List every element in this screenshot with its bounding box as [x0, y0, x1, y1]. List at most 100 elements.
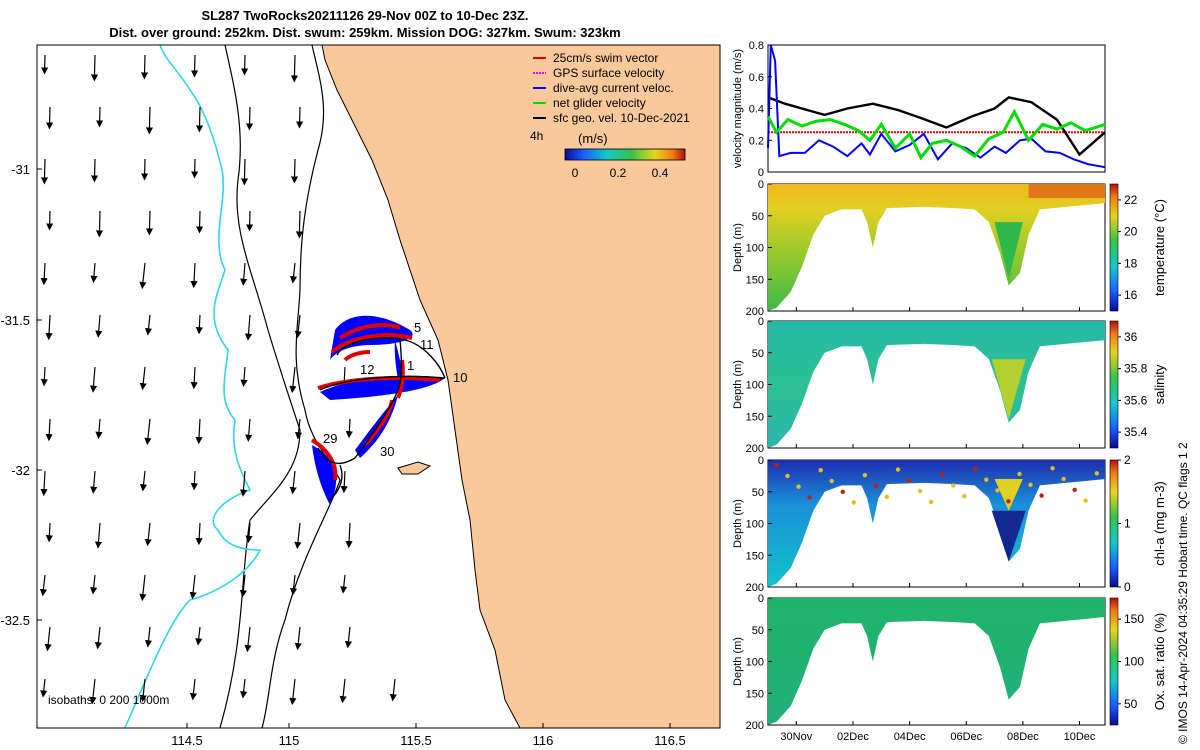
y-tick-label: 50 — [752, 348, 764, 360]
velocity-arrow — [240, 678, 248, 699]
velocity-arrow — [90, 158, 99, 183]
chl-point — [928, 499, 934, 505]
chl-point — [774, 462, 779, 468]
velocity-arrow — [139, 678, 147, 703]
y-tick-label: 150 — [746, 550, 764, 562]
colorbar-tick-label: 22 — [1124, 193, 1138, 207]
chl-point — [1072, 487, 1077, 492]
chl-point — [807, 495, 812, 500]
colorbar-label: Ox. sat. ratio (%) — [1152, 613, 1167, 711]
colorbar-label: chl-a (mg m-3) — [1152, 481, 1167, 566]
velocity-arrow — [90, 574, 98, 595]
velocity-arrow — [295, 210, 304, 239]
y-tick-label: 0.6 — [749, 72, 764, 84]
colorbar-tick-label: 0.2 — [610, 166, 627, 180]
chl-point — [906, 478, 912, 483]
day-label: 1 — [407, 358, 414, 373]
velocity-arrow — [40, 678, 48, 698]
chl-point — [1050, 466, 1055, 471]
legend-entry: 25cm/s swim vector — [553, 51, 658, 65]
y-tick-label: 150 — [746, 688, 764, 700]
y-tick-label: 0 — [758, 179, 764, 191]
imos-credit: © IMOS 14-Apr-2024 04:35:29 Hobart time.… — [1176, 442, 1190, 744]
map-x-tick-label: 114.5 — [171, 733, 203, 748]
y-axis-label: Depth (m) — [732, 360, 744, 409]
x-tick-label: 02Dec — [837, 731, 869, 743]
map-x-tick-label: 116 — [533, 733, 554, 748]
velocity-arrow — [340, 574, 348, 594]
velocity-arrow — [290, 54, 299, 83]
velocity-arrow — [90, 470, 98, 494]
colorbar-label: temperature (°C) — [1152, 199, 1167, 296]
series-line — [767, 44, 1106, 169]
velocity-arrow — [239, 470, 248, 497]
colorbar — [1109, 459, 1119, 588]
heatmap-panel: 0 50 100 150 200 Depth (m) 35.4 35.6 35.8 36 salin… — [732, 316, 1167, 455]
velocity-arrow — [294, 418, 303, 440]
velocity-arrow — [189, 678, 198, 701]
velocity-arrow — [40, 470, 48, 497]
velocity-arrow — [189, 574, 197, 600]
chl-point — [962, 494, 967, 499]
low-chl — [991, 510, 1026, 562]
salty-intrusion — [991, 359, 1026, 420]
y-axis-label: velocity magnitude (m/s) — [732, 49, 744, 168]
chl-point — [951, 483, 956, 488]
chart-title-line2: Dist. over ground: 252km. Dist. swum: 25… — [109, 25, 621, 40]
colorbar-tick-label: 2 — [1124, 453, 1131, 467]
data-envelope — [768, 598, 1105, 725]
chl-point — [1017, 471, 1022, 477]
velocity-arrow — [145, 106, 154, 135]
velocity-arrow — [289, 470, 297, 495]
map-axes: 114.5 115 115.5 116 116.5-31-31.5-32-32.5 — [0, 162, 685, 748]
chl-point — [984, 477, 989, 482]
heatmap-panel: 0 50 100 150 200 Depth (m) 16 18 20 22 temperature… — [732, 179, 1167, 318]
velocity-arrow — [195, 418, 203, 445]
velocity-arrow — [95, 210, 104, 238]
y-tick-label: 0.4 — [749, 104, 764, 116]
colorbar — [1109, 320, 1119, 449]
velocity-arrow — [40, 158, 49, 185]
colorbar-tick-label: 35.4 — [1124, 425, 1148, 439]
colorbar-tick-label: 20 — [1124, 225, 1138, 239]
velocity-arrow — [40, 262, 48, 286]
series-line — [767, 96, 1106, 157]
velocity-arrow — [90, 54, 99, 82]
velocity-arrow — [195, 626, 203, 646]
y-tick-label: 200 — [746, 720, 764, 732]
velocity-arrow — [290, 158, 299, 184]
colorbar — [1109, 597, 1119, 726]
velocity-arrow — [89, 678, 97, 705]
velocity-arrow — [144, 522, 152, 547]
chl-point — [818, 468, 823, 473]
velocity-arrow — [289, 678, 297, 706]
colorbar-tick-label: 50 — [1124, 697, 1138, 711]
chl-point — [873, 483, 879, 489]
velocity-arrow — [345, 418, 353, 439]
chl-point — [862, 473, 868, 478]
island — [397, 461, 432, 475]
velocity-arrow — [44, 626, 52, 652]
velocity-arrow — [190, 470, 198, 491]
y-tick-label: 0.8 — [749, 40, 764, 52]
legend-entry: GPS surface velocity — [553, 66, 664, 80]
data-envelope — [768, 321, 1105, 448]
velocity-arrow — [94, 522, 103, 549]
velocity-magnitude-chart: 0 0.2 0.4 0.6 0.8 velocity magnitude (m/s) — [732, 40, 1106, 179]
chl-point — [840, 489, 845, 494]
isobath-1000m — [219, 45, 301, 728]
y-tick-label: 150 — [746, 411, 764, 423]
map-x-tick-label: 116.5 — [654, 733, 686, 748]
y-tick-label: 100 — [746, 380, 764, 392]
data-envelope — [768, 184, 1105, 311]
velocity-arrow — [89, 366, 98, 393]
x-tick-label: 08Dec — [1007, 731, 1039, 743]
velocity-arrow — [294, 626, 302, 651]
x-tick-label: 04Dec — [894, 731, 926, 743]
chl-point — [1094, 471, 1100, 476]
colorbar-tick-label: 36 — [1124, 330, 1138, 344]
colorbar-tick-label: 0.4 — [652, 166, 669, 180]
velocity-arrow — [90, 262, 98, 284]
x-tick-label: 10Dec — [1064, 731, 1096, 743]
